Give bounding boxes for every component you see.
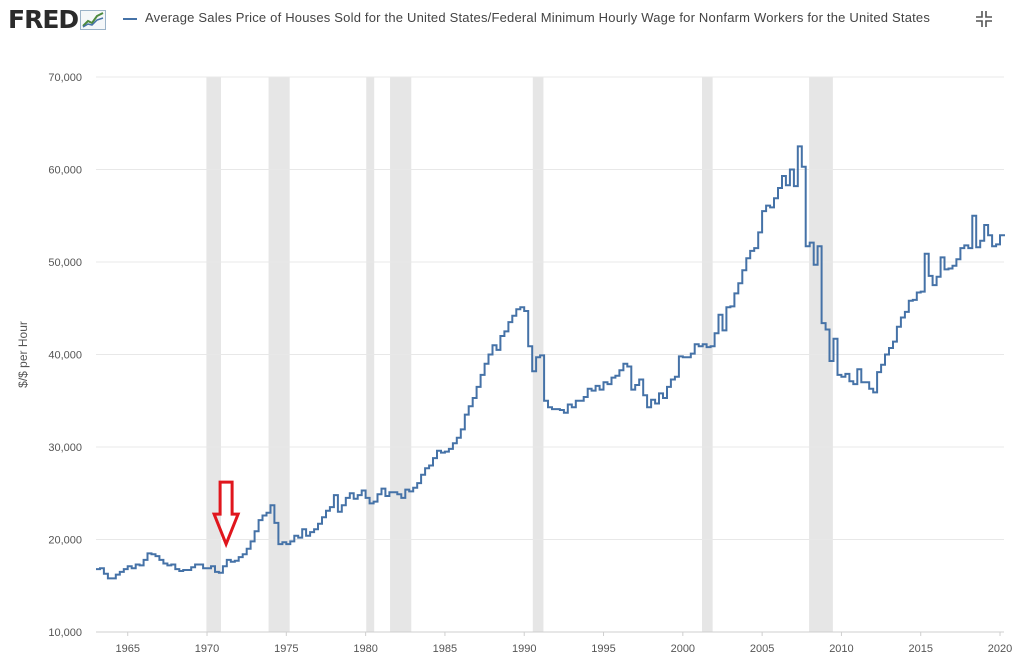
x-tick-label: 1975 [274,643,298,655]
fred-logo-text: FRED [8,5,79,34]
x-tick-label: 2000 [671,643,695,655]
x-tick-label: 1980 [353,643,377,655]
expand-button[interactable] [974,9,994,29]
fred-logo[interactable]: FRED [8,5,107,34]
x-tick-label: 1985 [433,643,457,655]
legend-swatch [123,18,137,20]
y-axis-title: $/$ per Hour [16,321,30,388]
y-tick-label: 60,000 [48,165,82,177]
y-tick-label: 30,000 [48,442,82,454]
x-tick-label: 2020 [988,643,1012,655]
x-tick-label: 1970 [195,643,219,655]
legend[interactable]: Average Sales Price of Houses Sold for t… [123,9,963,26]
y-tick-label: 50,000 [48,257,82,269]
x-tick-label: 2010 [829,643,853,655]
y-tick-label: 70,000 [48,72,82,84]
chart-header: FRED Average Sales Price of Houses Sold … [0,0,1024,50]
x-tick-label: 1995 [591,643,615,655]
annotation-arrow [211,480,241,549]
y-tick-label: 20,000 [48,535,82,547]
y-tick-label: 40,000 [48,350,82,362]
x-tick-label: 2005 [750,643,774,655]
expand-icon [976,11,992,27]
x-tick-label: 1990 [512,643,536,655]
fred-chart-logo-icon [80,9,107,30]
legend-label: Average Sales Price of Houses Sold for t… [145,10,931,25]
series-line[interactable] [96,145,1005,580]
y-tick-label: 10,000 [48,627,82,639]
x-tick-label: 1965 [115,643,139,655]
x-tick-label: 2015 [908,643,932,655]
